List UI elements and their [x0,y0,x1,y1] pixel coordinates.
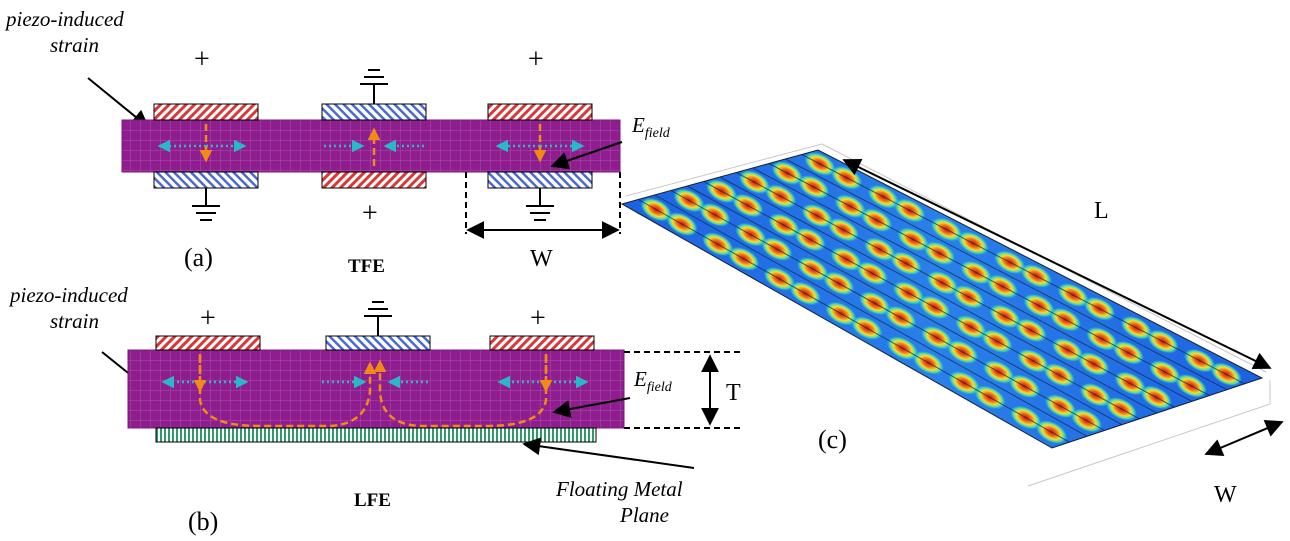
panel-b-top-electrode-center [325,335,431,351]
panel-a-top-electrode-right [487,103,593,121]
panel-b: piezo-induced strain + + [8,283,744,536]
panel-a-efield-pointer [550,141,623,170]
panel-b-plus-right: + [530,303,546,334]
panel-b-substrate [127,349,625,429]
panel-a-mode-label: TFE [348,256,385,277]
panel-b-mode-label: LFE [354,490,391,511]
panel-b-efield-arrows [193,354,553,428]
panel-a-top-electrode-center [321,103,427,121]
panel-b-thickness-label: T [726,380,741,406]
panel-c-length-label: L [1094,198,1109,224]
panel-b-plus-left: + [200,303,216,334]
panel-b-strain-label-line1: piezo-induced [8,283,128,307]
panel-c: L W (c) [620,143,1284,508]
panel-b-floating-label-line2: Plane [619,503,669,527]
panel-a-efield-arrows [199,124,547,166]
panel-b-floating-label-line1: Floating Metal [555,477,683,501]
panel-b-strain-label-line2: strain [50,309,99,333]
panel-a-efield-label: Efield [631,113,671,141]
panel-a-label: (a) [184,243,213,272]
panel-c-label: (c) [818,425,847,454]
panel-b-ground-icon [364,301,392,336]
panel-c-length-dimension [842,159,1272,369]
panel-b-efield-label: Efield [633,367,673,395]
panel-b-floating-plane [155,427,597,443]
panel-a-plus-top-right: + [528,44,544,75]
panel-c-width-label: W [1214,482,1237,508]
panel-a-strain-pointer [87,77,150,129]
panel-b-top-electrode-right [489,335,595,351]
panel-b-top-electrode-left [155,335,261,351]
panel-a-top-electrode-left [153,103,259,121]
panel-a-bottom-electrode-center [321,171,427,189]
panel-a-strain-label-line1: piezo-induced [4,7,124,31]
panel-a-plus-bottom-center: + [362,198,378,229]
panel-a-bottom-electrode-right [487,171,593,189]
panel-a-ground-icon-bottom-right [526,188,554,221]
panel-b-efield-pointer [552,397,631,418]
panel-c-width-dimension [1204,419,1284,457]
panel-b-floating-pointer [522,437,695,469]
panel-a-plus-top-left: + [194,44,210,75]
panel-a-ground-icon-bottom-left [192,188,220,221]
panel-a-bottom-electrode-left [153,171,259,189]
panel-a-width-label: W [530,246,553,272]
panel-a: piezo-induced strain + + + [4,7,671,277]
panel-a-strain-label-line2: strain [50,33,99,57]
panel-b-label: (b) [188,507,218,536]
panel-a-ground-icon-top [360,69,388,104]
panel-c-mode-surface [622,150,1262,448]
